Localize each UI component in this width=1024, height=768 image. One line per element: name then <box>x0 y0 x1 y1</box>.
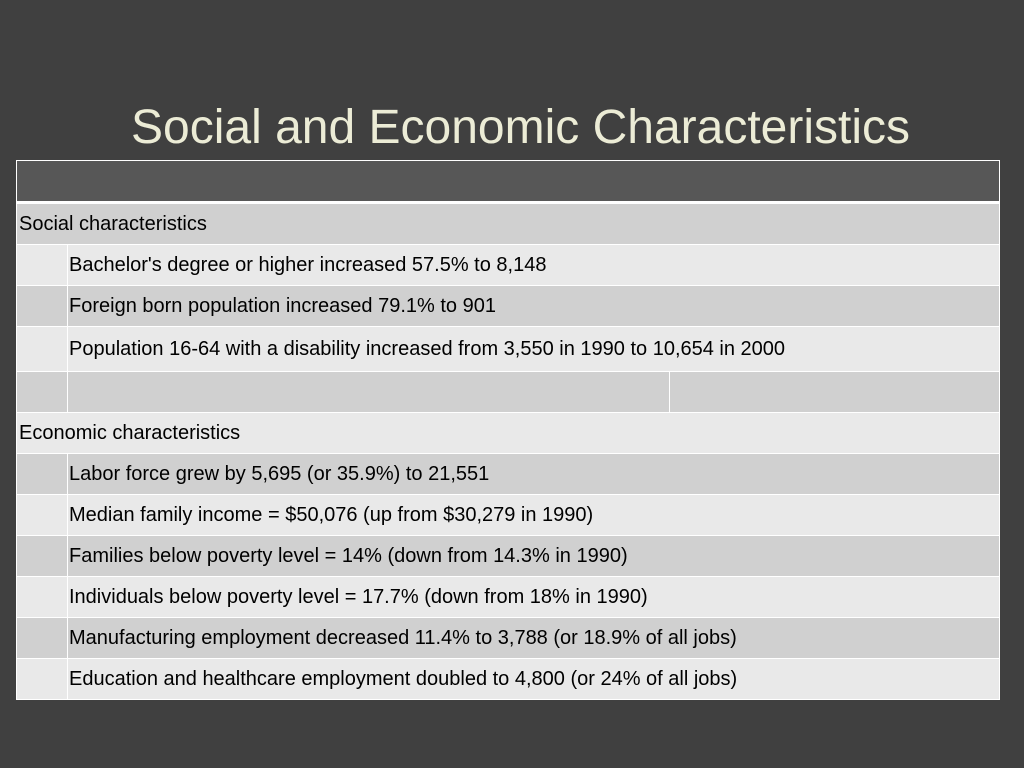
indent-cell <box>16 617 68 659</box>
indent-cell <box>16 658 68 700</box>
table-row: Families below poverty level = 14% (down… <box>16 535 1000 577</box>
table-row: Population 16-64 with a disability incre… <box>16 326 1000 372</box>
indent-cell <box>16 453 68 495</box>
table-row: Median family income = $50,076 (up from … <box>16 494 1000 536</box>
table-row: Bachelor's degree or higher increased 57… <box>16 244 1000 286</box>
blank-row <box>16 371 1000 413</box>
row-text: Education and healthcare employment doub… <box>67 658 1000 700</box>
row-text: Families below poverty level = 14% (down… <box>67 535 1000 577</box>
table-header-row <box>16 160 1000 204</box>
blank-cell <box>16 371 68 413</box>
row-text: Foreign born population increased 79.1% … <box>67 285 1000 327</box>
section-row-economic: Economic characteristics <box>16 412 1000 454</box>
row-text: Bachelor's degree or higher increased 57… <box>67 244 1000 286</box>
slide-title: Social and Economic Characteristics <box>131 101 910 154</box>
row-text: Median family income = $50,076 (up from … <box>67 494 1000 536</box>
indent-cell <box>16 285 68 327</box>
table-header-cell <box>16 160 1000 204</box>
row-text: Labor force grew by 5,695 (or 35.9%) to … <box>67 453 1000 495</box>
characteristics-table: Social characteristics Bachelor's degree… <box>16 160 1000 700</box>
table-row: Education and healthcare employment doub… <box>16 658 1000 700</box>
indent-cell <box>16 326 68 372</box>
table-row: Foreign born population increased 79.1% … <box>16 285 1000 327</box>
blank-cell <box>669 371 1000 413</box>
indent-cell <box>16 244 68 286</box>
row-text: Population 16-64 with a disability incre… <box>67 326 1000 372</box>
row-text: Manufacturing employment decreased 11.4%… <box>67 617 1000 659</box>
section-row-social: Social characteristics <box>16 202 1000 245</box>
table-row: Individuals below poverty level = 17.7% … <box>16 576 1000 618</box>
indent-cell <box>16 535 68 577</box>
indent-cell <box>16 494 68 536</box>
table-row: Manufacturing employment decreased 11.4%… <box>16 617 1000 659</box>
section-label-social: Social characteristics <box>16 202 1000 245</box>
indent-cell <box>16 576 68 618</box>
row-text: Individuals below poverty level = 17.7% … <box>67 576 1000 618</box>
section-label-economic: Economic characteristics <box>16 412 1000 454</box>
table-row: Labor force grew by 5,695 (or 35.9%) to … <box>16 453 1000 495</box>
blank-cell <box>67 371 670 413</box>
